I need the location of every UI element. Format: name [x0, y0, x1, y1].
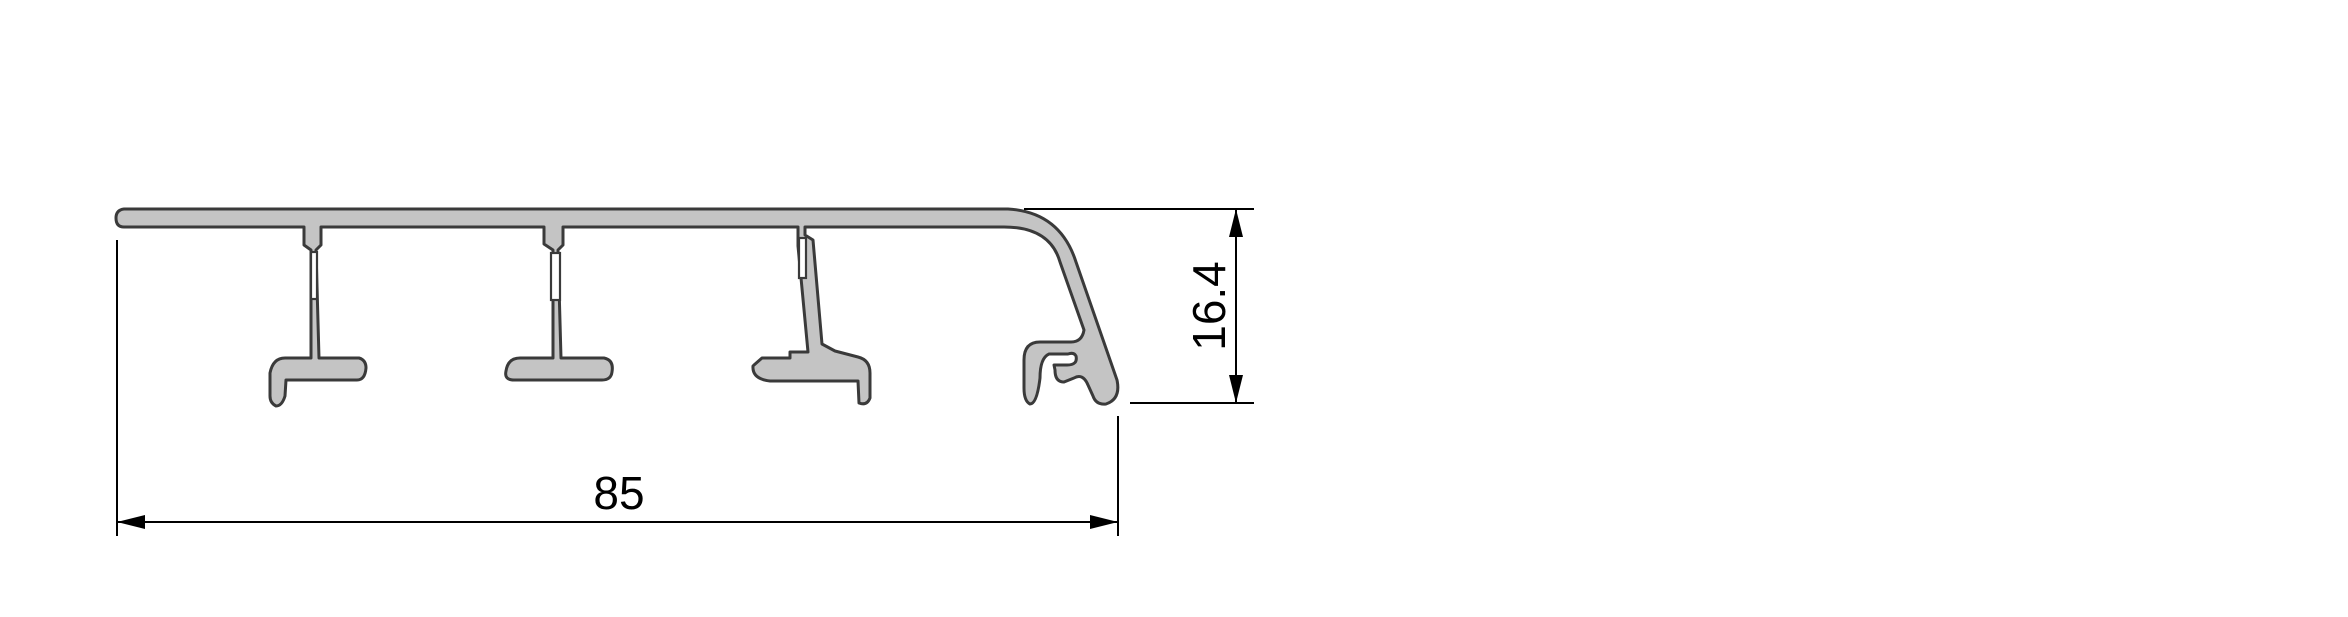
height-arrow-top	[1229, 209, 1243, 237]
web-slot-2	[549, 251, 562, 302]
width-arrow-left	[117, 515, 145, 529]
width-arrow-right	[1090, 515, 1118, 529]
width-dimension-label: 85	[593, 467, 644, 519]
profile-cross-section	[114, 207, 1120, 408]
web-slot-3	[797, 236, 808, 280]
height-arrow-bottom	[1229, 375, 1243, 403]
height-dimension-label: 16.4	[1183, 261, 1235, 351]
web-slot-1	[309, 250, 319, 301]
